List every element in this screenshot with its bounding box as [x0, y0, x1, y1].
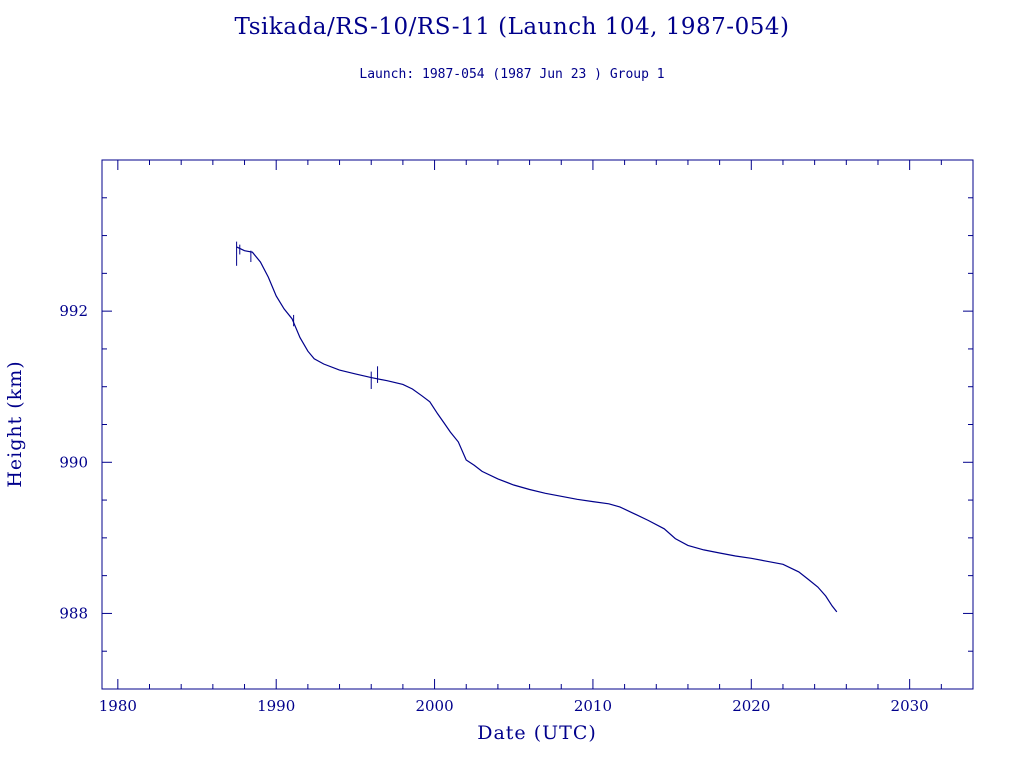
- x-tick-label: 2000: [415, 697, 453, 715]
- plot-frame: [101, 159, 974, 690]
- y-tick-label: 992: [59, 302, 88, 320]
- y-axis-title: Height (km): [4, 360, 26, 487]
- y-tick-label: 990: [59, 453, 88, 471]
- x-tick-label: 1980: [99, 697, 137, 715]
- x-axis-title: Date (UTC): [477, 722, 597, 744]
- y-tick-label: 988: [59, 604, 88, 622]
- x-tick-label: 2030: [891, 697, 929, 715]
- x-tick-label: 1990: [257, 697, 295, 715]
- x-tick-label: 2010: [574, 697, 612, 715]
- axis-ticks: [102, 159, 973, 690]
- tick-labels: 1980 1990 2000 2010 2020 2030 988 990 992: [59, 302, 928, 715]
- height-series-line: [236, 246, 838, 613]
- chart-subtitle: Launch: 1987-054 (1987 Jun 23 ) Group 1: [359, 67, 665, 82]
- error-bars: [236, 241, 379, 389]
- x-tick-label: 2020: [732, 697, 770, 715]
- chart-title: Tsikada/RS-10/RS-11 (Launch 104, 1987-05…: [234, 14, 790, 40]
